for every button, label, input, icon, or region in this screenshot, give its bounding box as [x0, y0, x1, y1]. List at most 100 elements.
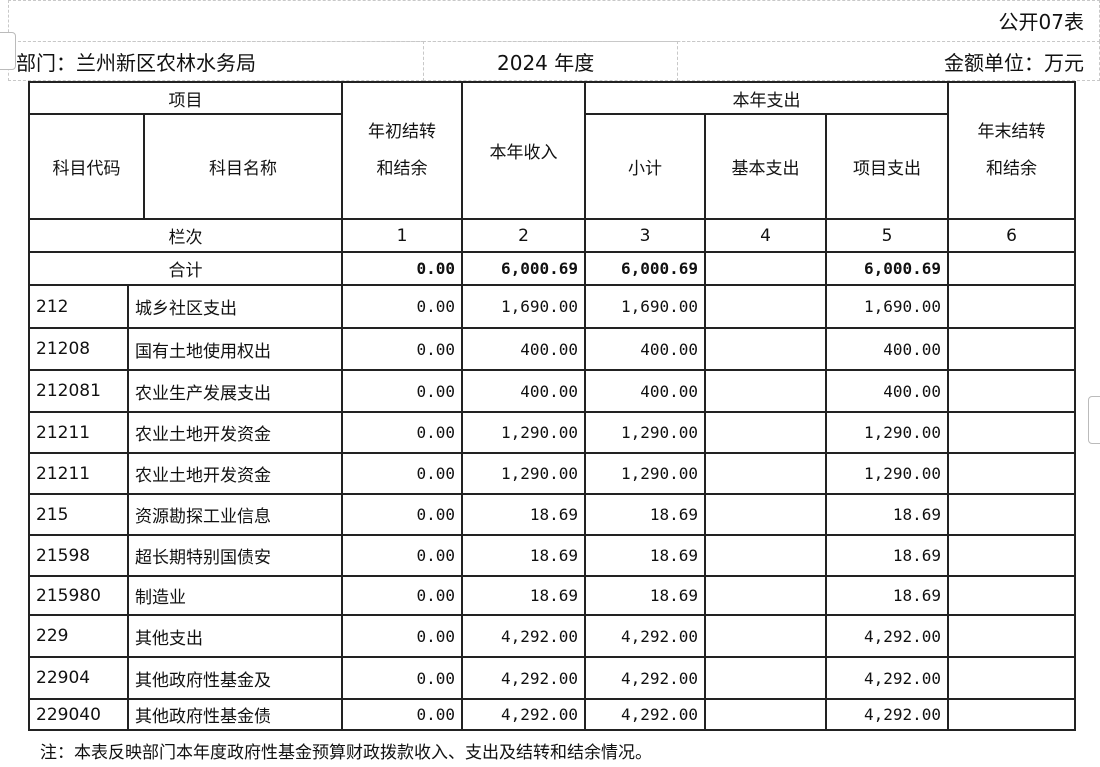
- table-row: 215980 制造业 0.00 18.69 18.69 18.69: [28, 575, 1077, 616]
- subject-name: 农业土地开发资金: [127, 452, 343, 495]
- amount-cell: [947, 614, 1077, 658]
- column-index: 4: [704, 218, 827, 253]
- column-index: 2: [461, 218, 586, 253]
- column-index: 1: [341, 218, 463, 253]
- amount-cell: 400.00: [461, 327, 586, 371]
- subject-name: 城乡社区支出: [127, 284, 343, 329]
- subject-name: 农业生产发展支出: [127, 369, 343, 413]
- amount-cell: 0.00: [341, 327, 463, 371]
- amount-cell: 18.69: [584, 534, 706, 577]
- header-closing: 年末结转 和结余: [947, 81, 1077, 220]
- amount-cell: 1,290.00: [824, 452, 950, 495]
- amount-cell: 0.00: [341, 493, 463, 536]
- subject-name: 农业土地开发资金: [127, 411, 343, 454]
- subject-name: 超长期特别国债安: [127, 534, 343, 577]
- amount-cell: 0.00: [341, 534, 463, 577]
- column-index: 5: [824, 218, 950, 253]
- table-row: 212081 农业生产发展支出 0.00 400.00 400.00 400.00: [28, 369, 1077, 413]
- subject-code: 215: [28, 493, 129, 536]
- subject-code: 212: [28, 284, 129, 329]
- amount-cell: 400.00: [461, 369, 586, 413]
- amount-cell: 18.69: [824, 575, 950, 616]
- table-row: 21211 农业土地开发资金 0.00 1,290.00 1,290.00 1,290.0…: [28, 452, 1077, 495]
- header-project: 项目: [28, 81, 343, 115]
- total-value: 6,000.69: [584, 251, 706, 286]
- amount-cell: [704, 698, 827, 731]
- amount-cell: 0.00: [341, 656, 463, 700]
- amount-cell: 0.00: [341, 575, 463, 616]
- left-resize-handle[interactable]: [0, 32, 16, 70]
- amount-cell: 4,292.00: [584, 656, 706, 700]
- total-value: [704, 251, 827, 286]
- right-resize-handle[interactable]: [1088, 396, 1100, 444]
- subject-code: 22904: [28, 656, 129, 700]
- amount-cell: 1,290.00: [461, 411, 586, 454]
- footnote: 注：本表反映部门本年度政府性基金预算财政拨款收入、支出及结转和结余情况。: [40, 743, 652, 763]
- total-value: 6,000.69: [461, 251, 586, 286]
- subject-name: 其他支出: [127, 614, 343, 658]
- amount-cell: 0.00: [341, 614, 463, 658]
- subject-name: 其他政府性基金及: [127, 656, 343, 700]
- unit-label: 金额单位：万元: [944, 51, 1084, 75]
- amount-cell: 4,292.00: [824, 614, 950, 658]
- amount-cell: 18.69: [461, 534, 586, 577]
- amount-cell: 1,690.00: [461, 284, 586, 329]
- subject-code: 21598: [28, 534, 129, 577]
- amount-cell: 18.69: [584, 575, 706, 616]
- amount-cell: 0.00: [341, 369, 463, 413]
- column-index: 3: [584, 218, 706, 253]
- table-row: 215 资源勘探工业信息 0.00 18.69 18.69 18.69: [28, 493, 1077, 536]
- amount-cell: [704, 369, 827, 413]
- subject-code: 229040: [28, 698, 129, 731]
- header-basic: 基本支出: [704, 113, 827, 220]
- amount-cell: 1,290.00: [824, 411, 950, 454]
- table-row: 21598 超长期特别国债安 0.00 18.69 18.69 18.69: [28, 534, 1077, 577]
- total-label: 合计: [28, 251, 343, 286]
- table-row: 22904 其他政府性基金及 0.00 4,292.00 4,292.00 4,292.0…: [28, 656, 1077, 700]
- subject-name: 制造业: [127, 575, 343, 616]
- amount-cell: 400.00: [824, 369, 950, 413]
- amount-cell: [704, 284, 827, 329]
- amount-cell: [704, 493, 827, 536]
- amount-cell: [704, 575, 827, 616]
- amount-cell: 0.00: [341, 698, 463, 731]
- fund-table: 项目 年初结转 和结余 本年收入 本年支出 年末结转 和结余 科目代码 科目名称 小…: [28, 81, 1077, 731]
- amount-cell: 4,292.00: [461, 656, 586, 700]
- table-row: 21208 国有土地使用权出 0.00 400.00 400.00 400.00: [28, 327, 1077, 371]
- header-income: 本年收入: [461, 81, 586, 220]
- amount-cell: 0.00: [341, 452, 463, 495]
- subject-name: 国有土地使用权出: [127, 327, 343, 371]
- amount-cell: [947, 284, 1077, 329]
- amount-cell: [947, 698, 1077, 731]
- total-row: 合计 0.00 6,000.69 6,000.69 6,000.69: [28, 251, 1077, 286]
- column-index-label: 栏次: [28, 218, 343, 253]
- amount-cell: 4,292.00: [584, 614, 706, 658]
- amount-cell: 1,290.00: [584, 452, 706, 495]
- header-expense: 本年支出: [583, 81, 950, 115]
- header-subtotal: 小计: [584, 113, 706, 220]
- header-project-expense: 项目支出: [824, 113, 950, 220]
- total-value: 0.00: [341, 251, 463, 286]
- amount-cell: 18.69: [824, 493, 950, 536]
- amount-cell: [704, 411, 827, 454]
- header-opening: 年初结转 和结余: [341, 81, 463, 220]
- amount-cell: 1,290.00: [461, 452, 586, 495]
- amount-cell: 4,292.00: [461, 698, 586, 731]
- total-value: [947, 251, 1077, 286]
- amount-cell: 4,292.00: [461, 614, 586, 658]
- column-index: 6: [947, 218, 1077, 253]
- amount-cell: [704, 534, 827, 577]
- amount-cell: 4,292.00: [824, 656, 950, 700]
- amount-cell: [704, 656, 827, 700]
- subject-code: 21211: [28, 411, 129, 454]
- table-row: 229 其他支出 0.00 4,292.00 4,292.00 4,292.00: [28, 614, 1077, 658]
- amount-cell: [947, 452, 1077, 495]
- subject-code: 21208: [28, 327, 129, 371]
- amount-cell: [704, 327, 827, 371]
- amount-cell: [947, 327, 1077, 371]
- amount-cell: 18.69: [461, 575, 586, 616]
- amount-cell: [704, 614, 827, 658]
- amount-cell: 400.00: [584, 369, 706, 413]
- subject-code: 212081: [28, 369, 129, 413]
- amount-cell: 0.00: [341, 284, 463, 329]
